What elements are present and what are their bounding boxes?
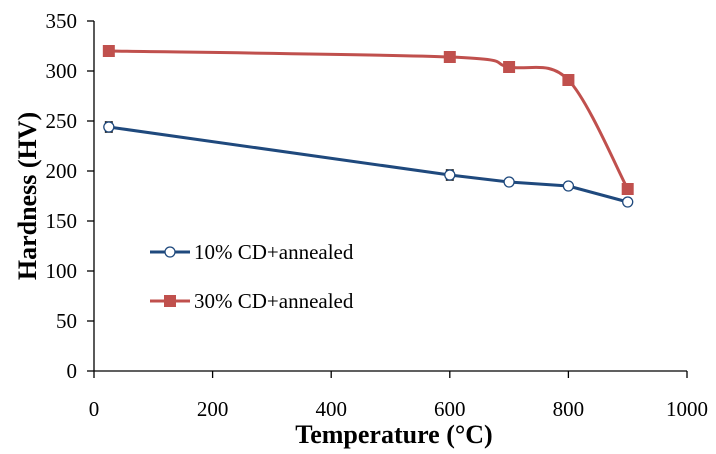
x-tick-label: 400 bbox=[315, 397, 347, 421]
y-tick-label: 100 bbox=[46, 259, 78, 283]
data-point bbox=[503, 61, 516, 73]
data-point bbox=[103, 121, 115, 133]
series-1 bbox=[103, 121, 634, 208]
data-point bbox=[622, 196, 634, 208]
x-axis-title: Temperature (°C) bbox=[295, 420, 492, 449]
y-tick-label: 350 bbox=[46, 9, 78, 33]
y-tick-label: 50 bbox=[56, 309, 77, 333]
legend-item: 10% CD+annealed bbox=[150, 240, 354, 264]
y-tick-label: 0 bbox=[67, 359, 78, 383]
legend-marker-square-icon bbox=[164, 295, 176, 307]
x-tick-label: 800 bbox=[553, 397, 585, 421]
x-tick-label: 200 bbox=[197, 397, 229, 421]
y-axis-title: Hardness (HV) bbox=[13, 112, 42, 280]
x-tick-label: 1000 bbox=[666, 397, 708, 421]
legend: 10% CD+annealed 30% CD+annealed bbox=[150, 240, 354, 313]
y-tick-label: 250 bbox=[46, 109, 78, 133]
series-line bbox=[108, 125, 629, 204]
data-point bbox=[503, 176, 515, 188]
axes: 0 50 100 150 200 250 300 350 0 200 400 600 800 1000 bbox=[46, 9, 709, 421]
data-point bbox=[443, 51, 456, 63]
legend-label: 30% CD+annealed bbox=[194, 289, 354, 313]
x-tick-label: 0 bbox=[89, 397, 100, 421]
data-point bbox=[621, 183, 634, 195]
y-tick-label: 200 bbox=[46, 159, 78, 183]
data-point bbox=[102, 45, 115, 57]
x-tick-label: 600 bbox=[434, 397, 466, 421]
y-tick-label: 300 bbox=[46, 59, 78, 83]
data-point bbox=[562, 180, 575, 192]
data-point bbox=[562, 74, 575, 86]
series-layer bbox=[102, 45, 634, 208]
y-tick-label: 150 bbox=[46, 209, 78, 233]
legend-item: 30% CD+annealed bbox=[150, 289, 354, 313]
legend-marker-circle-icon bbox=[164, 246, 176, 258]
legend-label: 10% CD+annealed bbox=[194, 240, 354, 264]
series-line bbox=[108, 49, 630, 190]
series-2 bbox=[102, 45, 634, 195]
data-point bbox=[444, 169, 456, 181]
